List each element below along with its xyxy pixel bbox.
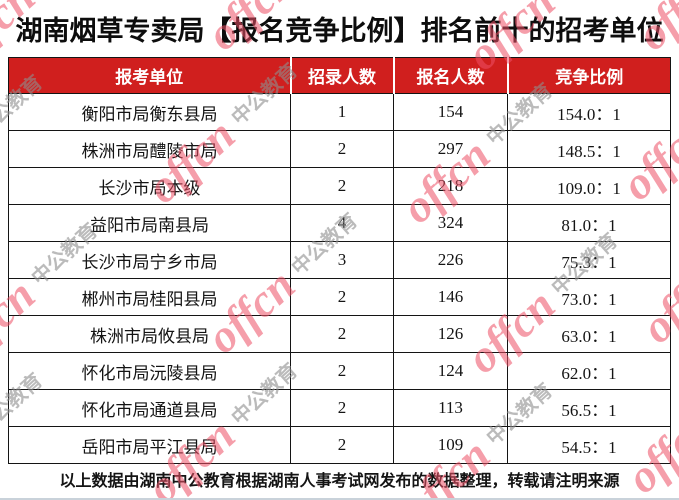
ratio-cell: 63.0：1 [507, 315, 671, 353]
applicants-count-cell: 146 [393, 278, 508, 316]
applicants-count-cell: 124 [393, 352, 508, 390]
applicants-count-cell: 154 [393, 93, 508, 131]
table-row: 郴州市局桂阳县局 2 146 73.0：1 [8, 278, 671, 316]
column-header-3: 报名人数 [392, 57, 508, 94]
unit-cell: 怀化市局通道县局 [8, 389, 291, 427]
ratio-cell: 62.0：1 [507, 352, 671, 390]
ratio-cell: 154.0：1 [507, 93, 671, 131]
recruit-count-cell: 2 [290, 130, 394, 168]
unit-cell: 郴州市局桂阳县局 [8, 278, 291, 316]
ratio-cell: 73.0：1 [507, 278, 671, 316]
table-header-row: 报考单位 招录人数 报名人数 竞争比例 [8, 57, 671, 94]
recruit-count-cell: 2 [290, 278, 394, 316]
table-row: 怀化市局沅陵县局 2 124 62.0：1 [8, 352, 671, 390]
ratio-cell: 81.0：1 [507, 204, 671, 242]
column-header-1: 报考单位 [8, 57, 291, 94]
unit-cell: 怀化市局沅陵县局 [8, 352, 291, 390]
recruit-count-cell: 3 [290, 241, 394, 279]
recruit-count-cell: 2 [290, 315, 394, 353]
unit-cell: 株洲市局攸县局 [8, 315, 291, 353]
unit-cell: 益阳市局南县局 [8, 204, 291, 242]
table-row: 岳阳市局平江县局 2 109 54.5：1 [8, 426, 671, 464]
table-row: 益阳市局南县局 4 324 81.0：1 [8, 204, 671, 242]
applicants-count-cell: 109 [393, 426, 508, 464]
ratio-cell: 54.5：1 [507, 426, 671, 464]
source-note: 以上数据由湖南中公教育根据湖南人事考试网发布的数据整理，转载请注明来源 [59, 473, 620, 490]
recruit-count-cell: 2 [290, 352, 394, 390]
ratio-cell: 75.3：1 [507, 241, 671, 279]
applicants-count-cell: 113 [393, 389, 508, 427]
table-row: 长沙市局宁乡市局 3 226 75.3：1 [8, 241, 671, 279]
ratio-cell: 109.0：1 [507, 167, 671, 205]
unit-cell: 衡阳市局衡东县局 [8, 93, 291, 131]
applicants-count-cell: 226 [393, 241, 508, 279]
unit-cell: 长沙市局宁乡市局 [8, 241, 291, 279]
table-row: 株洲市局攸县局 2 126 63.0：1 [8, 315, 671, 353]
unit-cell: 岳阳市局平江县局 [8, 426, 291, 464]
applicants-count-cell: 324 [393, 204, 508, 242]
table-row: 株洲市局醴陵市局 2 297 148.5：1 [8, 130, 671, 168]
ranking-table: 报考单位 招录人数 报名人数 竞争比例 衡阳市局衡东县局 1 154 154.0：1 株洲市局… [8, 57, 671, 464]
unit-cell: 株洲市局醴陵市局 [8, 130, 291, 168]
applicants-count-cell: 297 [393, 130, 508, 168]
recruit-count-cell: 2 [290, 426, 394, 464]
table-row: 怀化市局通道县局 2 113 56.5：1 [8, 389, 671, 427]
applicants-count-cell: 126 [393, 315, 508, 353]
recruit-count-cell: 1 [290, 93, 394, 131]
page-title: 湖南烟草专卖局【报名竞争比例】排名前十的招考单位 [15, 16, 664, 46]
column-header-2: 招录人数 [289, 57, 394, 94]
ratio-cell: 56.5：1 [507, 389, 671, 427]
table-row: 长沙市局本级 2 218 109.0：1 [8, 167, 671, 205]
recruit-count-cell: 2 [290, 167, 394, 205]
column-header-4: 竞争比例 [506, 57, 671, 94]
recruit-count-cell: 4 [290, 204, 394, 242]
ratio-cell: 148.5：1 [507, 130, 671, 168]
applicants-count-cell: 218 [393, 167, 508, 205]
recruit-count-cell: 2 [290, 389, 394, 427]
unit-cell: 长沙市局本级 [8, 167, 291, 205]
table-row: 衡阳市局衡东县局 1 154 154.0：1 [8, 93, 671, 131]
